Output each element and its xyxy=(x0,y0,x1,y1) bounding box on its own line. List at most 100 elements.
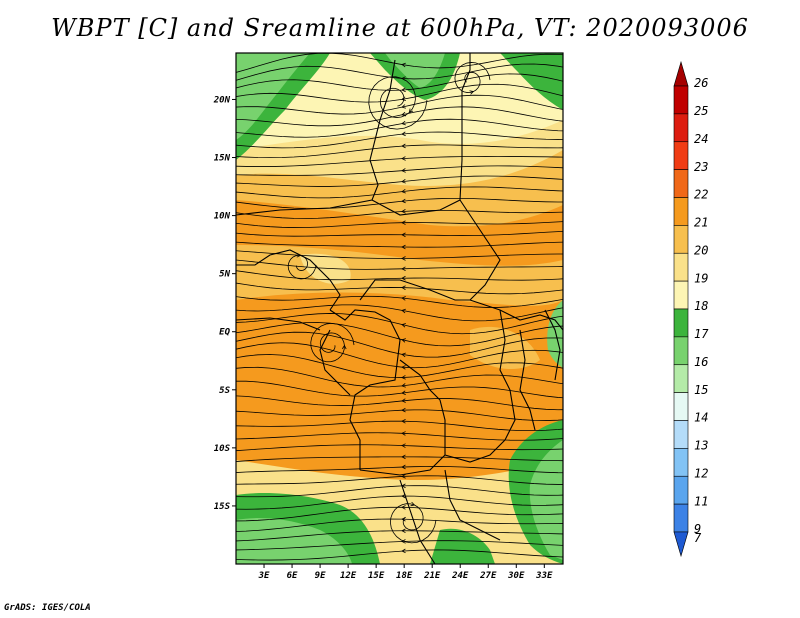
lat-tick-label: 5S xyxy=(219,386,230,396)
colorbar-label: 17 xyxy=(694,327,709,341)
colorbar-swatch xyxy=(673,420,689,449)
streamline-arrow xyxy=(341,344,347,350)
streamline-arrow xyxy=(401,266,406,271)
longitude-axis: 3E 6E 9E 12E 15E 18E 21E 24E 27E 30E 33E xyxy=(258,564,553,581)
lon-tick-label: 9E xyxy=(315,571,326,581)
streamline-arrow xyxy=(401,539,406,544)
streamline-arrow xyxy=(401,375,406,380)
colorbar-label: 23 xyxy=(694,160,708,174)
lat-tick-label: 15S xyxy=(214,502,231,512)
map-title: WBPT [C] and Sreamline at 600hPa, VT: 20… xyxy=(51,14,749,42)
colorbar-swatch xyxy=(673,503,689,533)
colorbar-swatch xyxy=(673,531,689,558)
colorbar-label: 21 xyxy=(694,216,708,230)
colorbar-label: 26 xyxy=(694,76,708,90)
streamline-arrow xyxy=(401,244,406,250)
colorbar-swatch xyxy=(673,197,689,226)
streamline-arrow xyxy=(401,383,406,388)
colorbar: 26 25 24 23 22 21 20 19 18 17 16 15 14 13 12 11 97 xyxy=(673,60,709,558)
streamline-arrow xyxy=(401,323,406,328)
streamline-arrow xyxy=(401,365,406,370)
colorbar-swatch xyxy=(673,280,689,310)
streamline-arrow xyxy=(401,168,406,173)
colorbar-label: 24 xyxy=(694,132,708,146)
streamline-arrow xyxy=(401,493,406,499)
colorbar-label: 9 xyxy=(694,522,701,536)
lat-tick-label: 5N xyxy=(219,270,230,280)
streamline-arrow xyxy=(401,232,406,238)
lon-tick-label: 30E xyxy=(507,571,525,581)
lat-tick-label: 20N xyxy=(213,95,231,105)
map-frame xyxy=(235,52,564,565)
colorbar-label: 22 xyxy=(694,188,708,202)
colorbar-label: 18 xyxy=(694,299,708,313)
colorbar-swatch xyxy=(673,448,689,477)
lon-tick-label: 18E xyxy=(396,571,413,581)
streamline-arrow xyxy=(401,528,406,534)
wbpt-field xyxy=(236,53,563,564)
streamline-arrow xyxy=(401,431,406,436)
colorbar-swatch xyxy=(673,475,689,505)
lat-tick-label: 10S xyxy=(214,444,231,454)
streamline-arrow xyxy=(401,308,406,314)
lon-tick-label: 6E xyxy=(287,571,298,581)
streamlines xyxy=(236,53,563,561)
streamline-arrow xyxy=(401,398,406,403)
colorbar-label: 11 xyxy=(694,494,708,508)
streamline-arrow xyxy=(401,474,406,479)
colorbar-swatch xyxy=(673,392,689,421)
colorbar-swatch xyxy=(673,336,689,366)
streamline-arrow xyxy=(401,143,406,149)
lon-tick-label: 21E xyxy=(423,571,441,581)
colorbar-label: 20 xyxy=(694,243,708,257)
colorbar-swatch xyxy=(673,225,689,254)
streamline-arrow xyxy=(401,352,406,358)
colorbar-label: 16 xyxy=(694,355,708,369)
lat-tick-label: 15N xyxy=(214,154,231,164)
colorbar-swatch xyxy=(673,364,689,393)
grads-credit: GrADS: IGES/COLA xyxy=(4,603,91,613)
lat-tick-label: EQ xyxy=(219,328,230,338)
colorbar-swatch xyxy=(673,308,689,338)
colorbar-label: 14 xyxy=(694,411,708,425)
streamline-arrow xyxy=(401,419,406,424)
colorbar-swatch xyxy=(673,141,689,170)
streamline-arrow xyxy=(401,483,406,489)
colorbar-label: 19 xyxy=(694,271,708,285)
streamline-arrow xyxy=(401,120,406,126)
lon-tick-label: 15E xyxy=(368,571,385,581)
country-borders xyxy=(236,53,563,564)
streamline-arrow xyxy=(296,253,302,258)
colorbar-swatch xyxy=(673,60,689,87)
lon-tick-label: 3E xyxy=(258,571,270,581)
streamline-arrow xyxy=(410,501,416,507)
streamline xyxy=(287,254,317,280)
streamline-arrow xyxy=(401,87,406,93)
streamline-arrow xyxy=(401,220,406,225)
streamline-arrow xyxy=(401,285,406,290)
streamline-arrow xyxy=(401,464,406,470)
latitude-axis: 20N 15N 10N 5N EQ 5S 10S 15S xyxy=(213,95,236,512)
streamline-arrow xyxy=(401,209,406,214)
streamline-arrow xyxy=(401,505,406,510)
lon-tick-label: 33E xyxy=(535,571,553,581)
colorbar-swatch xyxy=(673,252,689,282)
streamline-arrow xyxy=(401,548,406,554)
lon-tick-label: 27E xyxy=(479,571,497,581)
streamline-arrow xyxy=(401,338,406,343)
streamline-arrow xyxy=(401,104,406,109)
colorbar-swatch xyxy=(673,85,689,115)
streamline-arrow xyxy=(469,90,475,95)
colorbar-label: 13 xyxy=(694,439,708,453)
colorbar-label: 25 xyxy=(694,104,708,118)
colorbar-swatch xyxy=(673,113,689,143)
streamline-arrow xyxy=(401,188,406,194)
streamline-arrow xyxy=(401,454,406,460)
colorbar-swatch xyxy=(673,169,689,198)
lat-tick-label: 10N xyxy=(214,212,231,222)
streamline-arrow xyxy=(401,296,406,301)
streamline-arrow xyxy=(401,275,406,281)
streamline-arrow xyxy=(401,131,406,137)
lon-tick-label: 24E xyxy=(451,571,469,581)
